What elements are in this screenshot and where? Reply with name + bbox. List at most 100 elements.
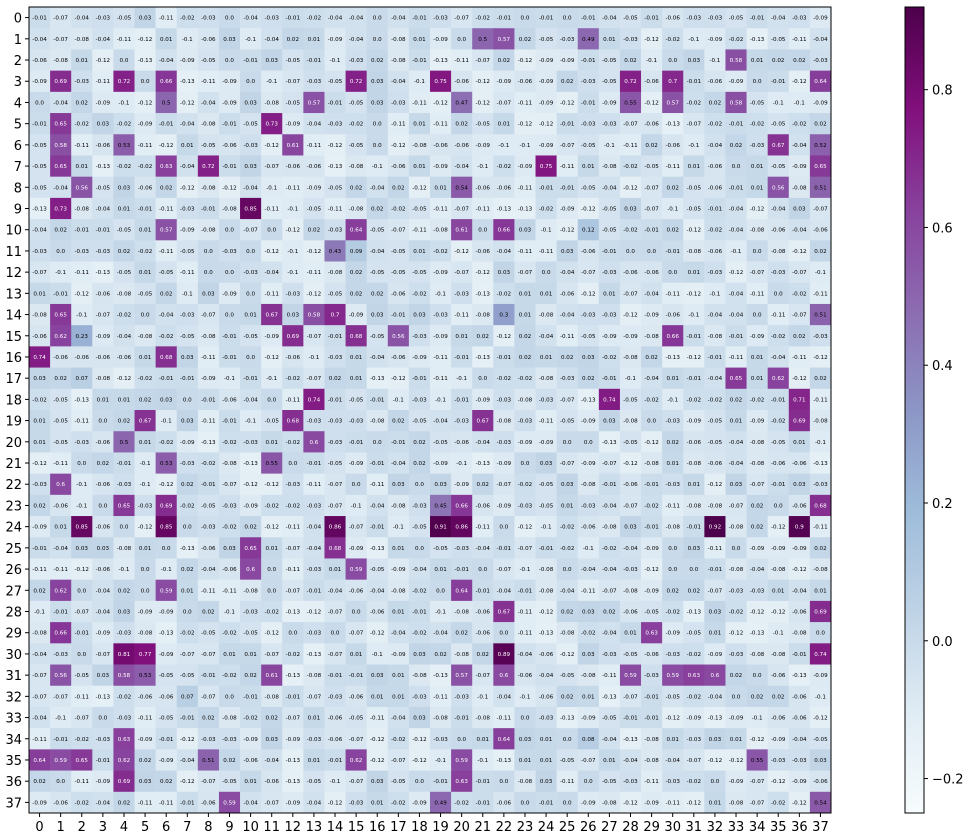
cell-value-label: 0.03 (118, 185, 131, 191)
cell-value-label: 0.01 (582, 164, 595, 170)
cell-value-label: -0.12 (391, 143, 405, 149)
heatmap-cell (387, 49, 410, 71)
cell-value-label: -0.01 (497, 355, 512, 361)
cell-value-label: 0.0 (162, 546, 171, 552)
heatmap-cell (324, 346, 346, 368)
heatmap-cell (641, 367, 663, 390)
heatmap-cell (387, 219, 410, 241)
heatmap-cell (577, 494, 600, 517)
cell-value-label: -0.03 (623, 779, 638, 785)
heatmap-cell (683, 558, 705, 580)
cell-value-label: -0.03 (560, 376, 575, 382)
cell-value-label: 0.0 (457, 37, 466, 43)
cell-value-label: -0.11 (53, 461, 68, 467)
cell-value-label: 0.58 (730, 58, 743, 64)
heatmap-cell (641, 516, 663, 538)
heatmap-cell (387, 367, 410, 390)
heatmap-cell (261, 282, 283, 305)
heatmap-cell (598, 558, 621, 580)
cell-value-label: 0.57 (308, 100, 321, 106)
heatmap-cell (556, 600, 579, 623)
cell-value-label: 0.54 (455, 185, 468, 191)
cell-value-label: -0.12 (264, 482, 278, 488)
cell-value-label: -0.11 (771, 313, 786, 319)
heatmap-cell (176, 579, 199, 602)
cell-value-label: 0.02 (498, 58, 510, 64)
heatmap-cell (683, 388, 705, 411)
heatmap-cell (240, 346, 262, 368)
cell-value-label: -0.03 (813, 482, 828, 488)
heatmap-cell (71, 346, 93, 368)
heatmap-cell (535, 558, 557, 580)
cell-value-label: -0.03 (412, 503, 427, 509)
heatmap-cell (218, 537, 241, 559)
cell-value-label: -0.02 (708, 397, 722, 403)
heatmap-cell (809, 219, 832, 241)
cell-value-label: -0.1 (372, 652, 383, 658)
cell-value-label: -0.03 (264, 16, 279, 22)
cell-value-label: -0.11 (433, 207, 448, 213)
heatmap-cell (641, 410, 663, 432)
cell-value-label: -0.06 (328, 716, 343, 722)
cell-value-label: -0.06 (539, 652, 554, 658)
heatmap-cell (29, 388, 51, 411)
cell-value-label: -0.07 (286, 716, 301, 722)
cell-value-label: -0.05 (623, 652, 638, 658)
heatmap-cell (809, 622, 832, 644)
cell-value-label: -0.12 (117, 376, 131, 382)
heatmap-cell (218, 431, 241, 453)
cell-value-label: -0.03 (750, 588, 765, 594)
cell-value-label: -0.02 (623, 164, 637, 170)
cell-value-label: -0.04 (729, 228, 744, 234)
heatmap-cell (29, 176, 51, 199)
cell-value-label: -0.08 (644, 461, 659, 467)
cell-value-label: -0.03 (433, 737, 448, 743)
heatmap-cell (282, 28, 304, 50)
cell-value-label: -0.1 (351, 503, 362, 509)
heatmap-cell (641, 579, 663, 602)
cell-value-label: -0.04 (729, 313, 744, 319)
cell-value-label: -0.08 (264, 100, 279, 106)
cell-value-label: -0.05 (201, 631, 216, 637)
cell-value-label: -0.11 (433, 376, 448, 382)
cell-value-label: -0.01 (32, 546, 47, 552)
heatmap-cell (767, 261, 790, 284)
heatmap-cell (71, 410, 93, 432)
heatmap-cell (197, 176, 220, 199)
heatmap-cell (176, 219, 199, 241)
cell-value-label: -0.08 (476, 313, 491, 319)
cell-value-label: -0.12 (792, 79, 806, 85)
cell-value-label: -0.03 (581, 313, 596, 319)
heatmap-cell (767, 579, 790, 602)
cell-value-label: -0.06 (201, 37, 216, 43)
cell-value-label: -0.02 (623, 228, 637, 234)
cell-value-label: 0.0 (98, 419, 107, 425)
heatmap-cell (430, 388, 452, 411)
heatmap-cell (261, 197, 283, 220)
cell-value-label: -0.05 (644, 610, 659, 616)
heatmap-cell (387, 155, 410, 177)
heatmap-cell (176, 113, 199, 135)
cell-value-label: -0.02 (560, 525, 574, 531)
cell-value-label: -0.12 (750, 610, 764, 616)
cell-value-label: -0.04 (665, 758, 680, 764)
cell-value-label: -0.04 (560, 270, 575, 276)
cell-value-label: -0.11 (560, 779, 575, 785)
heatmap-cell (746, 431, 768, 453)
cell-value-label: -0.06 (286, 355, 301, 361)
heatmap-cell (92, 494, 114, 517)
cell-value-label: -0.08 (687, 503, 702, 509)
heatmap-cell (387, 558, 410, 580)
cell-value-label: 0.02 (561, 355, 573, 361)
heatmap-cell (155, 367, 178, 390)
cell-value-label: 0.03 (265, 737, 278, 743)
cell-value-label: 0.0 (436, 588, 445, 594)
cell-value-label: 0.01 (139, 546, 152, 552)
heatmap-cell (366, 219, 389, 241)
heatmap-cell (683, 622, 705, 644)
heatmap-cell (29, 367, 51, 390)
cell-value-label: 0.0 (499, 631, 508, 637)
heatmap-cell (408, 303, 431, 326)
cell-value-label: 0.62 (772, 376, 784, 382)
heatmap-cell (662, 282, 684, 305)
